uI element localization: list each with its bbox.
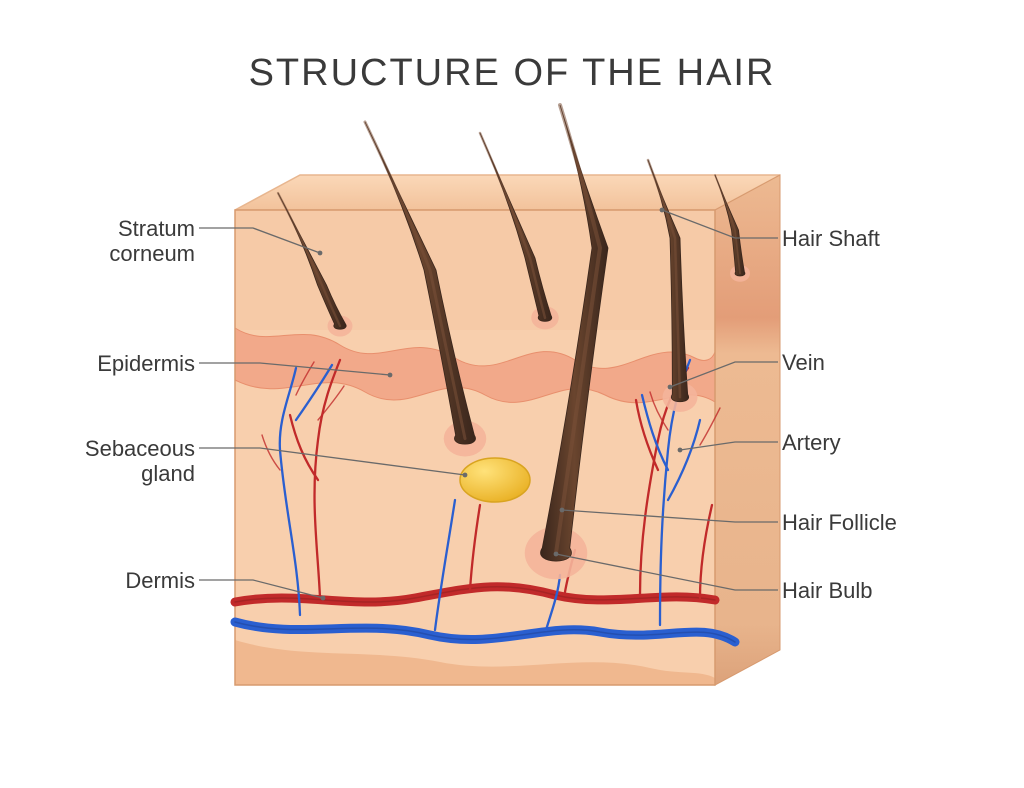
label-vein: Vein [782,350,825,375]
block-side-face [715,175,780,685]
stratum-band [235,210,715,330]
label-hair-shaft: Hair Shaft [782,226,880,251]
hair-structure-diagram [0,0,1024,788]
label-epidermis: Epidermis [97,351,195,376]
label-stratum-corneum: Stratum corneum [109,216,195,267]
block-top-face [235,175,780,210]
label-hair-follicle: Hair Follicle [782,510,897,535]
label-sebaceous-gland: Sebaceous gland [85,436,195,487]
label-artery: Artery [782,430,841,455]
label-dermis: Dermis [125,568,195,593]
label-hair-bulb: Hair Bulb [782,578,872,603]
sebaceous-gland-shape [460,458,530,502]
